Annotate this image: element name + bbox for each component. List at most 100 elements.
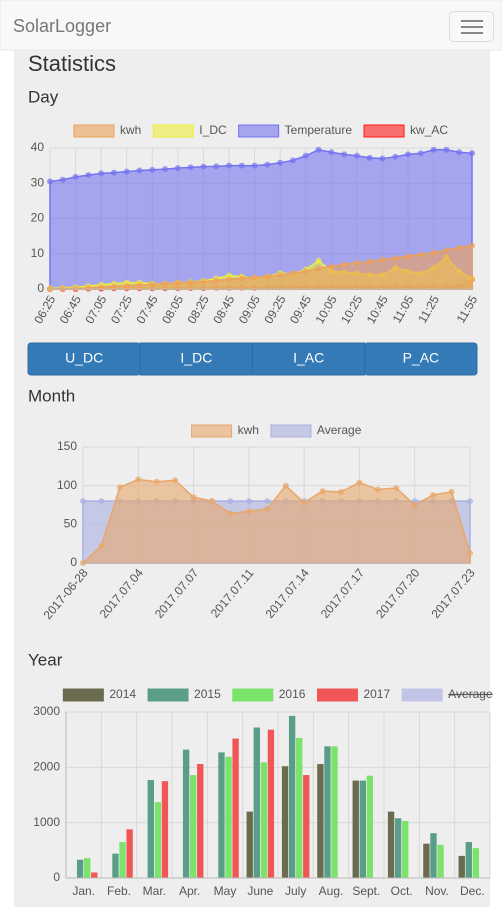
legend-item[interactable]: 2016: [232, 687, 306, 702]
data-point: [289, 157, 296, 164]
data-point: [245, 508, 252, 515]
bar: [387, 811, 395, 878]
data-point: [282, 482, 289, 489]
data-point: [174, 165, 181, 172]
data-point: [174, 280, 181, 287]
legend-label: Average: [448, 687, 493, 701]
data-point: [456, 244, 463, 251]
legend-item[interactable]: 2017: [316, 687, 390, 702]
data-point: [353, 152, 360, 159]
data-point: [319, 488, 326, 495]
y-tick-label: 150: [57, 439, 77, 453]
bar: [218, 752, 225, 878]
button-label[interactable]: I_DC: [180, 350, 212, 366]
stat-button[interactable]: I_DC: [139, 342, 253, 376]
data-point: [302, 268, 309, 275]
legend-label: 2016: [279, 687, 306, 701]
data-point: [110, 169, 117, 176]
legend-item[interactable]: Average: [270, 423, 362, 438]
data-point: [85, 284, 92, 291]
data-point: [227, 510, 234, 517]
data-point: [72, 285, 79, 292]
legend-swatch: [73, 124, 115, 138]
x-tick-label: Apr.: [179, 884, 200, 898]
data-point: [430, 249, 437, 256]
data-point: [136, 282, 143, 289]
legend-item[interactable]: Temperature: [238, 123, 353, 138]
x-tick-label: Dec.: [460, 884, 485, 898]
series-area: [81, 478, 471, 564]
legend: 2014 2015 2016 2017 Average: [62, 687, 493, 702]
legend-item[interactable]: 2014: [62, 687, 136, 702]
bar: [267, 729, 275, 878]
y-tick-label: 100: [57, 478, 77, 492]
legend-swatch: [152, 124, 194, 138]
navbar: [0, 0, 502, 51]
data-point: [116, 484, 123, 491]
data-point: [98, 498, 105, 505]
legend-label: 2017: [363, 687, 390, 701]
y-tick-label: 30: [31, 175, 45, 189]
legend-label: 2014: [109, 687, 136, 701]
chart-title: Year: [28, 650, 63, 669]
data-point: [136, 167, 143, 174]
stat-button[interactable]: I_AC: [252, 342, 366, 376]
data-point: [72, 173, 79, 180]
legend-item[interactable]: I_DC: [152, 123, 227, 138]
data-point: [405, 151, 412, 158]
button-label[interactable]: P_AC: [403, 350, 440, 366]
bar: [197, 764, 204, 878]
data-point: [264, 273, 271, 280]
legend-item[interactable]: kw_AC: [363, 123, 448, 138]
legend-item[interactable]: Average: [401, 687, 493, 702]
legend-label: kw_AC: [410, 123, 448, 137]
data-point: [162, 280, 169, 287]
data-point: [172, 477, 179, 484]
y-tick-label: 0: [37, 281, 44, 295]
button-label[interactable]: I_AC: [293, 350, 324, 366]
x-tick-label: May: [214, 884, 237, 898]
bar: [317, 764, 324, 878]
button-label[interactable]: U_DC: [65, 350, 103, 366]
data-point: [353, 259, 360, 266]
data-point: [469, 242, 475, 249]
legend-swatch: [401, 688, 443, 702]
data-point: [153, 478, 160, 485]
data-point: [392, 254, 399, 261]
data-point: [411, 502, 418, 508]
legend-item[interactable]: 2015: [147, 687, 221, 702]
bar: [352, 780, 359, 878]
bar: [402, 821, 409, 878]
legend: kwh Average: [191, 423, 362, 438]
legend-label: Temperature: [285, 123, 353, 137]
legend-swatch: [270, 424, 312, 438]
data-point: [289, 270, 296, 277]
data-point: [190, 494, 197, 501]
y-tick-label: 1000: [33, 815, 60, 829]
bar: [147, 780, 154, 878]
data-point: [430, 146, 437, 153]
legend-item[interactable]: kwh: [191, 423, 259, 438]
bar: [324, 746, 331, 878]
bar: [119, 842, 126, 878]
legend-label: kwh: [238, 423, 259, 437]
legend-swatch: [62, 688, 104, 702]
brand[interactable]: SolarLogger: [13, 16, 111, 36]
menu-button[interactable]: [449, 11, 494, 42]
data-point: [301, 499, 308, 506]
legend-swatch: [363, 124, 405, 138]
x-tick-label: Aug.: [319, 884, 344, 898]
data-point: [379, 155, 386, 162]
legend-item[interactable]: kwh: [73, 123, 141, 138]
y-tick-label: 40: [31, 140, 45, 154]
y-tick-label: 0: [70, 555, 77, 569]
stat-button[interactable]: P_AC: [364, 342, 478, 376]
stat-button[interactable]: U_DC: [27, 342, 141, 376]
button-bg: [139, 342, 253, 376]
legend-swatch: [232, 688, 274, 702]
data-point: [443, 247, 450, 254]
bar: [190, 775, 197, 878]
data-point: [200, 163, 207, 170]
x-tick-label: Nov.: [425, 884, 449, 898]
